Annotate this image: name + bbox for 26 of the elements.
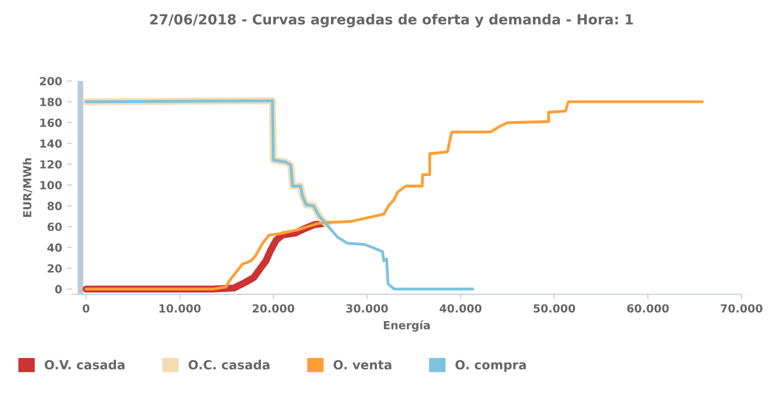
y-tick-label: 0 xyxy=(55,285,62,294)
legend-label: O.V. casada xyxy=(44,360,124,370)
y-tick-label: 160 xyxy=(40,118,62,127)
x-tick-label: 20.000 xyxy=(252,304,294,313)
x-tick-label: 70.000 xyxy=(720,304,762,313)
y-tick-label: 40 xyxy=(47,243,62,252)
y-tick-label: 100 xyxy=(40,181,62,190)
x-axis-title: Energía xyxy=(384,320,430,332)
y-tick-label: 200 xyxy=(40,76,62,86)
y-tick-label: 140 xyxy=(40,139,62,148)
x-tick-label: 40.000 xyxy=(440,304,482,313)
y-tick-label: 20 xyxy=(48,264,62,273)
y-tick-label: 180 xyxy=(40,98,62,106)
chart-title: 27/06/2018 - Curvas agregadas de oferta y demanda - Hora: 1 xyxy=(150,14,633,28)
x-tick-label: 0 xyxy=(82,304,90,313)
legend-label: O. venta xyxy=(334,360,392,370)
y-axis-title: EUR/MWh xyxy=(22,158,32,217)
y-tick-label: 80 xyxy=(48,202,62,210)
x-tick-label: 60.000 xyxy=(627,304,669,313)
x-tick-label: 30.000 xyxy=(346,304,388,313)
legend-label: O.C. casada xyxy=(188,360,270,370)
x-tick-label: 10.000 xyxy=(160,304,201,313)
y-tick-label: 120 xyxy=(40,160,62,169)
legend-label: O. compra xyxy=(455,360,526,372)
x-tick-label: 50.000 xyxy=(534,304,576,313)
y-tick-label: 60 xyxy=(48,222,62,232)
